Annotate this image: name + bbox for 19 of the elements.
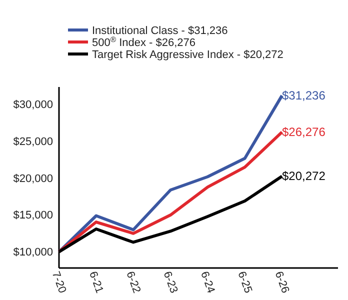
x-tick-label: 6-24 (198, 270, 217, 295)
line-series (58, 130, 284, 254)
x-tick-label: 6-23 (160, 270, 180, 295)
data-label: $20,272 (282, 169, 326, 184)
y-tick-label: $20,000 (13, 172, 53, 185)
data-label: $31,236 (282, 88, 326, 103)
x-tick-label: 7-20 (49, 270, 68, 295)
y-tick-label: $10,000 (13, 246, 53, 258)
legend-label: Institutional Class - $31,236 (92, 25, 228, 37)
x-tick-label: 6-25 (235, 270, 254, 295)
x-tick-label: 6-26 (272, 270, 292, 295)
legend-label: 500$^{®}$ Index - $26,276 (92, 34, 196, 49)
y-tick-label: $25,000 (13, 136, 53, 148)
x-tick-label: 6-22 (124, 270, 143, 295)
legend-label: Target Risk Aggressive Index - $20,272 (92, 49, 284, 61)
data-label: $26,276 (282, 125, 326, 140)
y-tick-label: $15,000 (13, 210, 53, 222)
y-tick-label: $30,000 (13, 99, 53, 112)
x-tick-label: 6-21 (86, 270, 106, 295)
